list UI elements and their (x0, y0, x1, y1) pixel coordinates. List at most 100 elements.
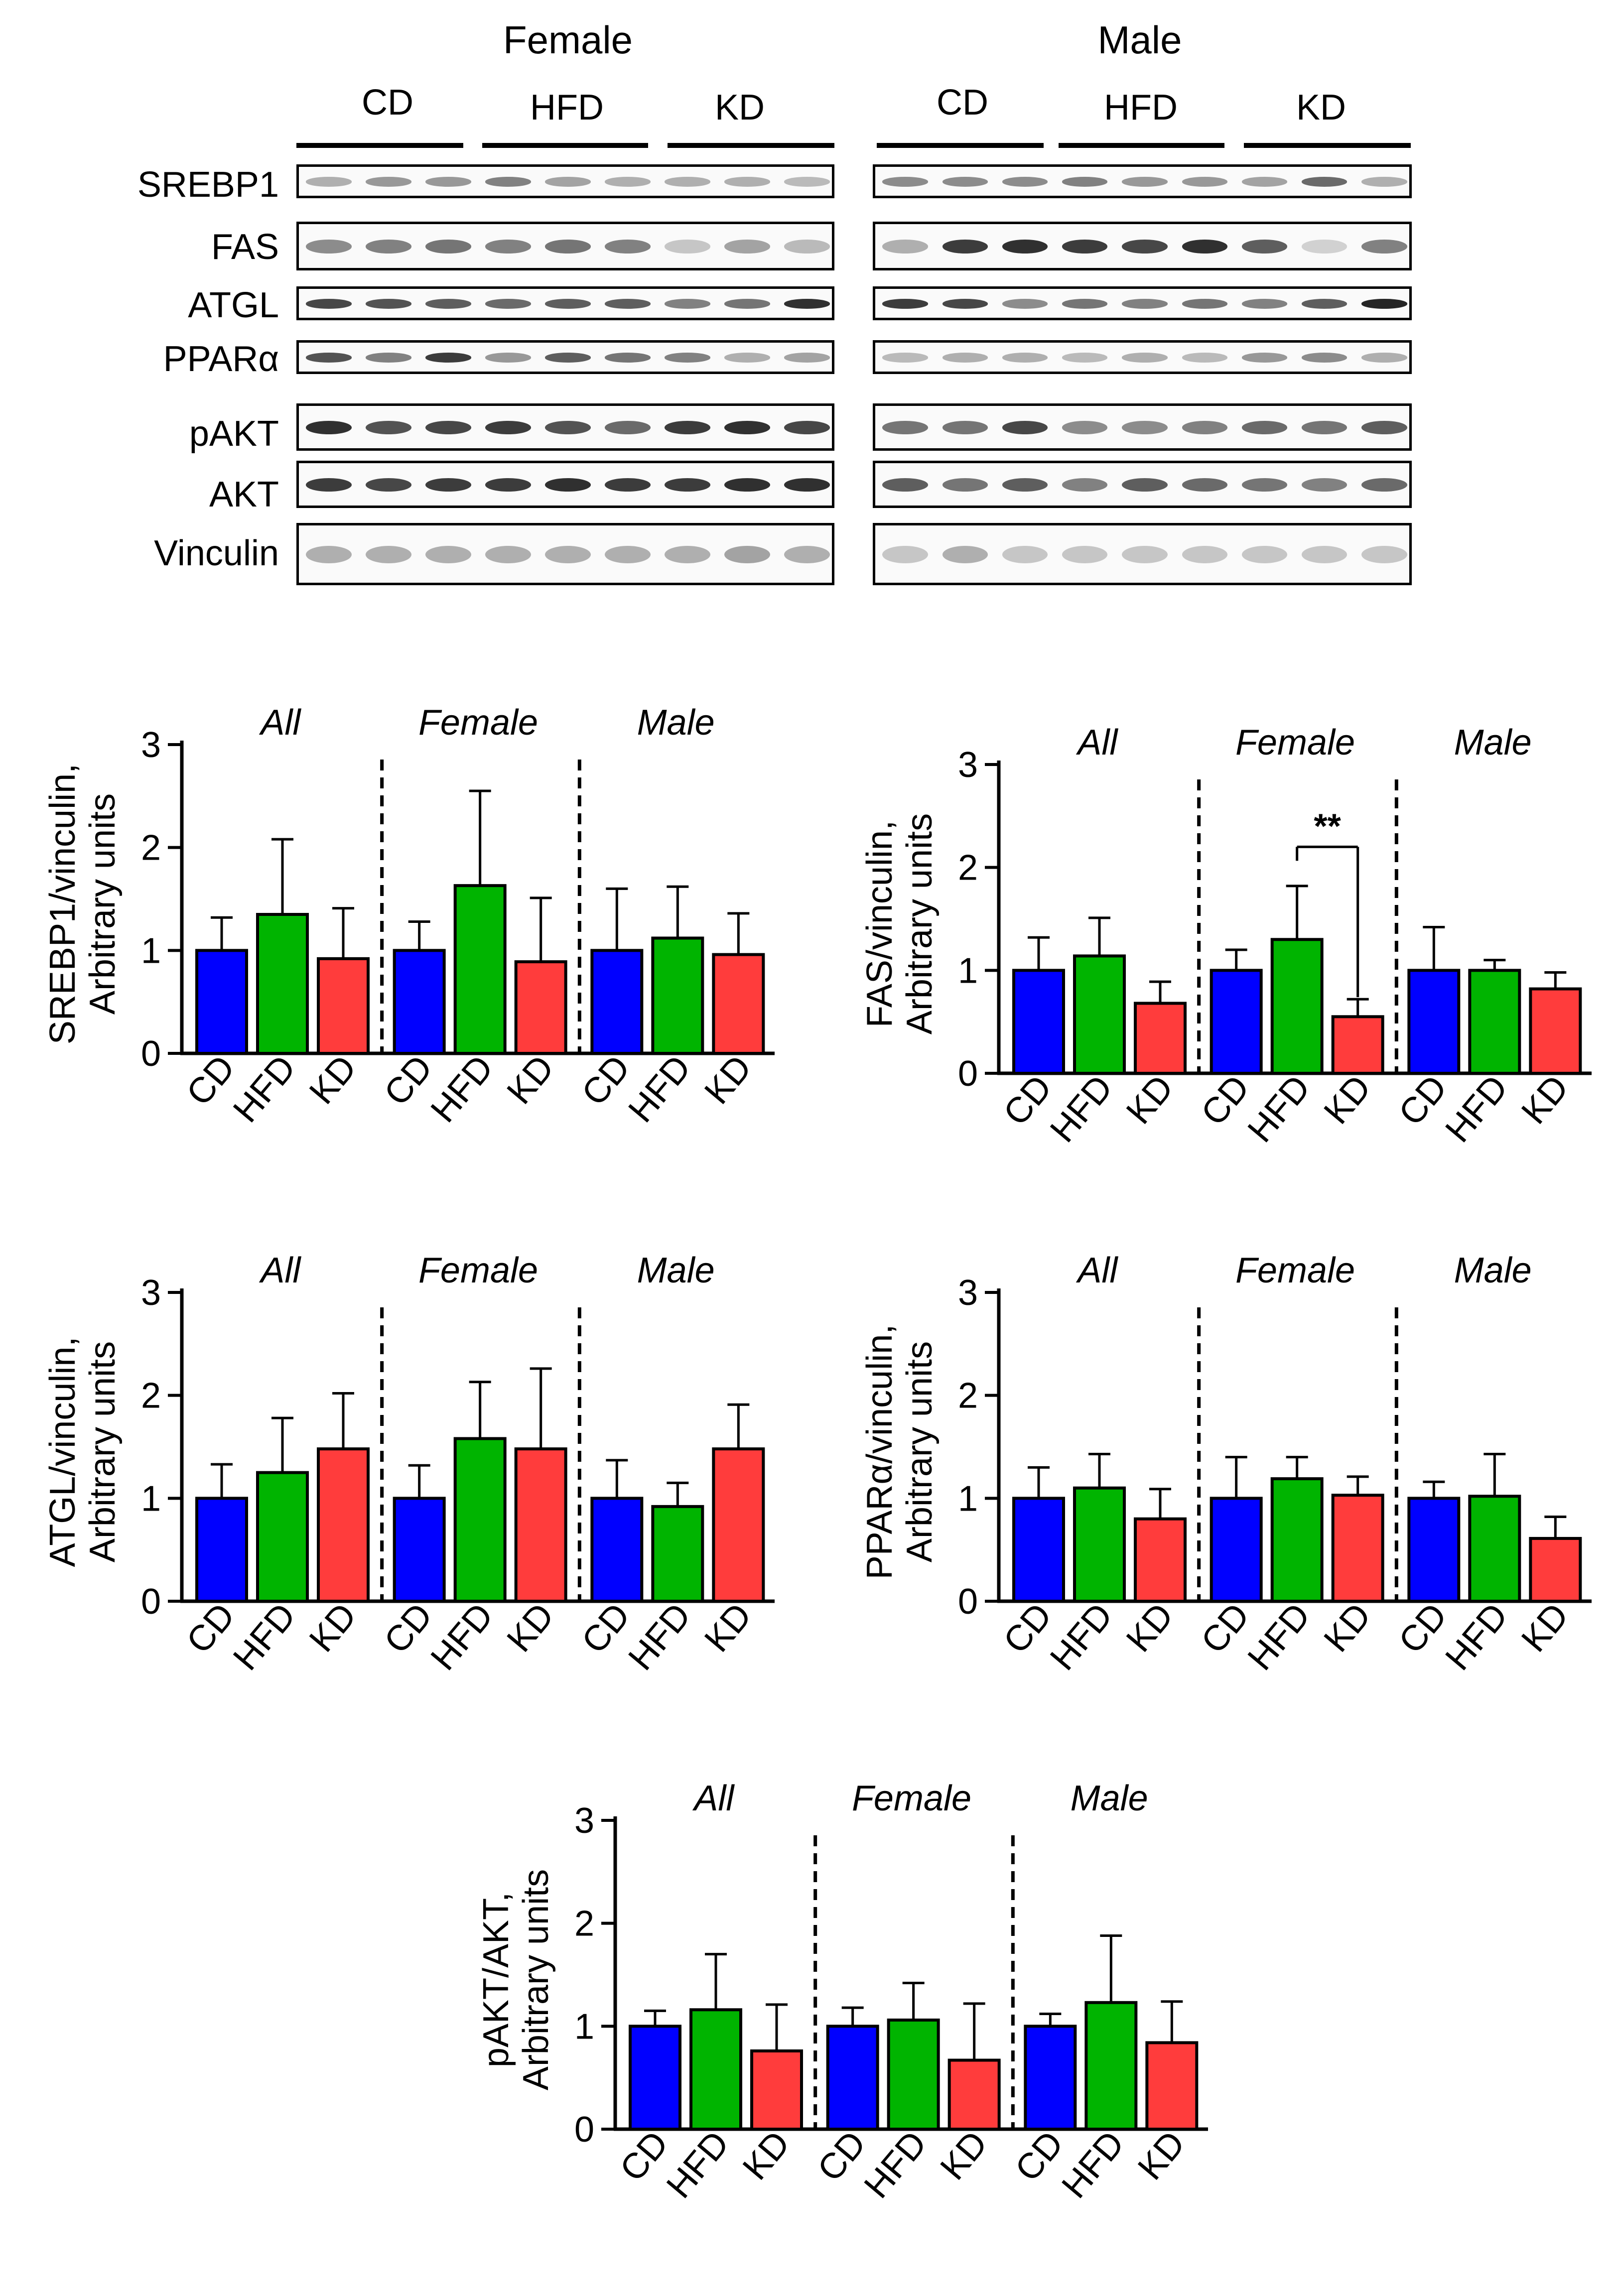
blot-band (485, 546, 531, 563)
blot-band (425, 177, 471, 187)
panel-title-female: Female (852, 1779, 971, 1818)
blot-band (1002, 546, 1048, 563)
blot-band (1361, 353, 1407, 363)
x-tick-label: KD (697, 1048, 760, 1112)
blot-band (485, 353, 531, 363)
blot-label-ppara: PPARα (163, 339, 279, 379)
y-tick-label: 0 (958, 1054, 978, 1094)
blot-band (1361, 240, 1407, 254)
x-tick-label: KD (1119, 1596, 1182, 1659)
y-tick-label: 0 (574, 2110, 594, 2150)
blot-row-6-female (296, 461, 834, 508)
blot-male-lane-kd: KD (1296, 88, 1347, 128)
x-tick-label: HFD (857, 2124, 935, 2206)
blot-band (306, 421, 352, 434)
bar-all-kd (1134, 1002, 1187, 1075)
panel-title-female: Female (418, 703, 538, 743)
x-tick-label: HFD (1054, 2124, 1132, 2206)
blot-band (1002, 240, 1048, 254)
blot-band (1182, 546, 1227, 563)
blot-band (784, 353, 830, 363)
x-tick-label: HFD (1438, 1596, 1515, 1678)
blot-male-lane-cd: CD (937, 83, 988, 123)
blot-band (605, 299, 651, 309)
y-tick-label: 3 (958, 745, 978, 785)
blot-band (425, 546, 471, 563)
blot-band (1241, 177, 1288, 187)
blot-band (1122, 177, 1168, 187)
chart-fas: FAS/vinculin, Arbitrary units0123AllCDHFD… (860, 723, 1592, 1150)
blot-female-lane-hfd: HFD (530, 88, 604, 128)
x-tick-label: KD (697, 1596, 760, 1659)
bar-all-kd (750, 2049, 803, 2131)
bar-male-cd (1407, 969, 1461, 1075)
x-tick-label: KD (302, 1596, 365, 1659)
blot-band (1241, 478, 1288, 492)
bar-all-cd (1012, 1497, 1065, 1603)
blot-band (485, 478, 531, 492)
y-tick-label: 1 (958, 1479, 978, 1519)
bar-female-kd (947, 2058, 1001, 2131)
blot-band (942, 421, 988, 434)
blot-band (724, 421, 770, 434)
blot-row-1-male (873, 164, 1412, 198)
blot-band (1361, 478, 1407, 492)
blot-row-4-male (873, 340, 1412, 374)
x-tick-label: HFD (423, 1048, 501, 1130)
bar-all-cd (195, 949, 248, 1055)
blot-band (545, 299, 591, 309)
blot-band (1241, 299, 1288, 309)
bar-female-hfd (1270, 938, 1324, 1075)
bar-male-hfd (651, 936, 704, 1055)
blot-male-lane-hfd: HFD (1104, 88, 1178, 128)
blot-row-2-female (296, 222, 834, 270)
blot-band (665, 421, 710, 434)
blot-band (882, 478, 928, 492)
chart-srebp1: SREBP1/vinculin, Arbitrary units0123AllCD… (43, 703, 775, 1130)
blot-band (1122, 478, 1168, 492)
bar-all-kd (1134, 1517, 1187, 1603)
blot-band (605, 177, 651, 187)
y-axis-label-line1: ATGL/vinculin, (43, 1337, 83, 1567)
blot-band (1241, 421, 1288, 434)
blot-label-srebp1: SREBP1 (137, 165, 279, 205)
blot-row-5-female (296, 403, 834, 451)
blot-band (1301, 546, 1348, 563)
blot-band (1301, 353, 1348, 363)
blot-band (545, 177, 591, 187)
x-tick-label: KD (1316, 1596, 1379, 1659)
blot-band (1062, 353, 1108, 363)
blot-band (784, 546, 830, 563)
blot-band (366, 299, 411, 309)
blot-band (784, 478, 830, 492)
bar-male-kd (1529, 1536, 1582, 1603)
panel-title-all: All (692, 1779, 735, 1818)
y-tick-label: 0 (141, 1034, 161, 1074)
x-tick-label: HFD (1438, 1068, 1515, 1150)
bar-female-kd (1331, 1015, 1384, 1075)
blot-band (425, 240, 471, 254)
bar-all-cd (629, 2025, 681, 2131)
y-axis-label-line2: Arbitrary units (900, 813, 940, 1034)
bar-all-hfd (1073, 954, 1126, 1075)
y-tick-label: 0 (141, 1582, 161, 1622)
blot-band (306, 299, 352, 309)
blot-band (665, 353, 710, 363)
blot-band (605, 478, 651, 492)
blot-band (1361, 421, 1407, 434)
bar-male-cd (590, 949, 644, 1055)
y-tick-label: 2 (574, 1904, 594, 1944)
x-tick-label: HFD (1240, 1596, 1318, 1678)
blot-band (1062, 546, 1108, 563)
blot-band (306, 177, 352, 187)
x-tick-label: KD (499, 1596, 562, 1659)
bar-female-cd (826, 2025, 879, 2131)
blot-male-title: Male (1097, 18, 1182, 62)
blot-band (1182, 240, 1227, 254)
blot-band (366, 177, 411, 187)
panel-title-female: Female (418, 1251, 538, 1290)
blot-band (545, 353, 591, 363)
y-tick-label: 3 (141, 1273, 161, 1313)
bar-female-kd (514, 1447, 567, 1603)
bar-all-hfd (256, 1471, 309, 1603)
